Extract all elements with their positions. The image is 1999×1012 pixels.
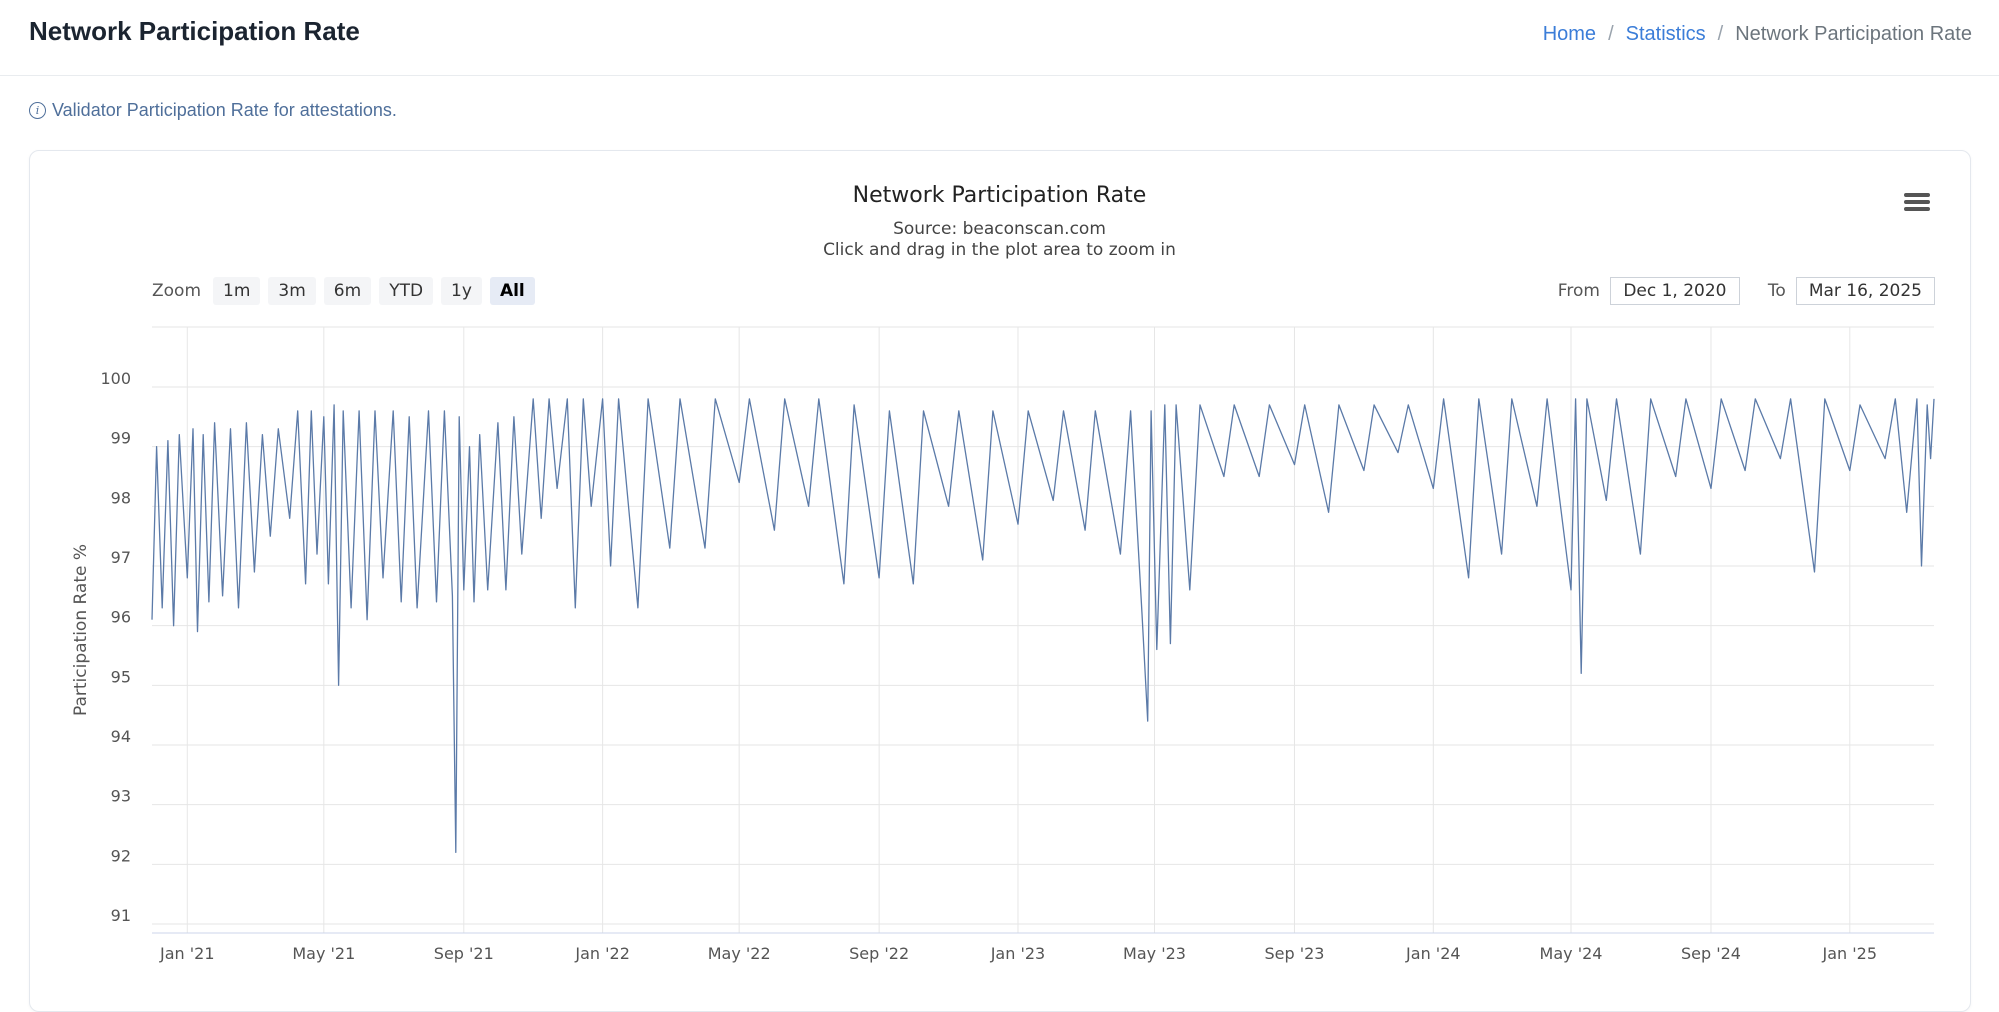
x-tick-label: Jan '25 <box>1822 944 1878 963</box>
info-text: Validator Participation Rate for attesta… <box>52 100 397 120</box>
y-tick-label: 99 <box>111 429 131 448</box>
y-tick-label: 94 <box>111 727 131 746</box>
info-icon: i <box>29 102 46 119</box>
y-tick-label: 91 <box>111 906 131 925</box>
hamburger-menu-icon[interactable] <box>1904 193 1930 217</box>
from-date-input[interactable]: Dec 1, 2020 <box>1609 277 1740 305</box>
chart-hint: Click and drag in the plot area to zoom … <box>823 240 1176 260</box>
x-tick-label: Jan '24 <box>1405 944 1461 963</box>
breadcrumb: Home / Statistics / Network Participatio… <box>1543 23 1972 46</box>
zoom-1y-button[interactable]: 1y <box>441 277 482 305</box>
zoom-6m-button[interactable]: 6m <box>323 277 372 305</box>
breadcrumb-home-link[interactable]: Home <box>1542 23 1597 45</box>
x-tick-label: May '21 <box>292 944 355 963</box>
y-tick-label: 97 <box>111 548 131 567</box>
x-tick-label: Jan '22 <box>574 944 630 963</box>
zoom-1m-button[interactable]: 1m <box>213 277 261 305</box>
y-tick-label: 92 <box>111 846 131 865</box>
zoom-3m-button[interactable]: 3m <box>268 277 316 305</box>
from-label: From <box>1557 281 1600 301</box>
page-header: Network Participation Rate Home / Statis… <box>0 0 1999 76</box>
y-axis-ticks: 91 92 93 94 95 96 97 98 99 100 <box>100 369 131 925</box>
gridlines <box>152 326 1934 934</box>
x-tick-label: Jan '23 <box>990 944 1046 963</box>
page-title: Network Participation Rate <box>29 16 360 46</box>
breadcrumb-current: Network Participation Rate <box>1735 23 1972 45</box>
breadcrumb-separator: / <box>1717 23 1724 45</box>
breadcrumb-separator: / <box>1608 23 1614 45</box>
zoom-label: Zoom <box>152 281 202 301</box>
to-label: To <box>1767 281 1786 301</box>
x-tick-label: Jan '21 <box>159 944 215 963</box>
y-tick-label: 100 <box>100 369 131 388</box>
participation-rate-series-line[interactable] <box>151 398 1935 854</box>
x-tick-label: May '24 <box>1540 944 1603 963</box>
x-tick-label: Sep '24 <box>1681 944 1741 963</box>
y-tick-label: 95 <box>111 667 131 686</box>
x-tick-label: Sep '23 <box>1264 944 1324 963</box>
x-tick-label: Sep '22 <box>849 944 909 963</box>
y-axis-title: Participation Rate % <box>71 544 91 716</box>
y-tick-label: 96 <box>111 608 131 627</box>
zoom-all-button[interactable]: All <box>489 277 535 305</box>
plot-area[interactable] <box>152 327 1934 933</box>
date-range-selector: From Dec 1, 2020 To Mar 16, 2025 <box>1558 277 1935 305</box>
y-tick-label: 98 <box>111 488 131 507</box>
x-tick-label: May '22 <box>708 944 771 963</box>
zoom-bar: Zoom 1m 3m 6m YTD 1y All <box>152 277 535 305</box>
to-date-input[interactable]: Mar 16, 2025 <box>1795 277 1935 305</box>
x-tick-label: Sep '21 <box>434 944 494 963</box>
breadcrumb-statistics-link[interactable]: Statistics <box>1625 23 1706 45</box>
chart-source: Source: beaconscan.com <box>893 219 1106 239</box>
zoom-ytd-button[interactable]: YTD <box>379 277 434 305</box>
x-axis-ticks: Jan '21 May '21 Sep '21 Jan '22 May '22 Sep '… <box>159 944 1877 963</box>
info-note: i Validator Participation Rate for attes… <box>29 100 397 121</box>
x-tick-label: May '23 <box>1123 944 1186 963</box>
chart-title: Network Participation Rate <box>852 183 1147 208</box>
y-tick-label: 93 <box>111 787 131 806</box>
series-layer <box>151 398 1935 854</box>
